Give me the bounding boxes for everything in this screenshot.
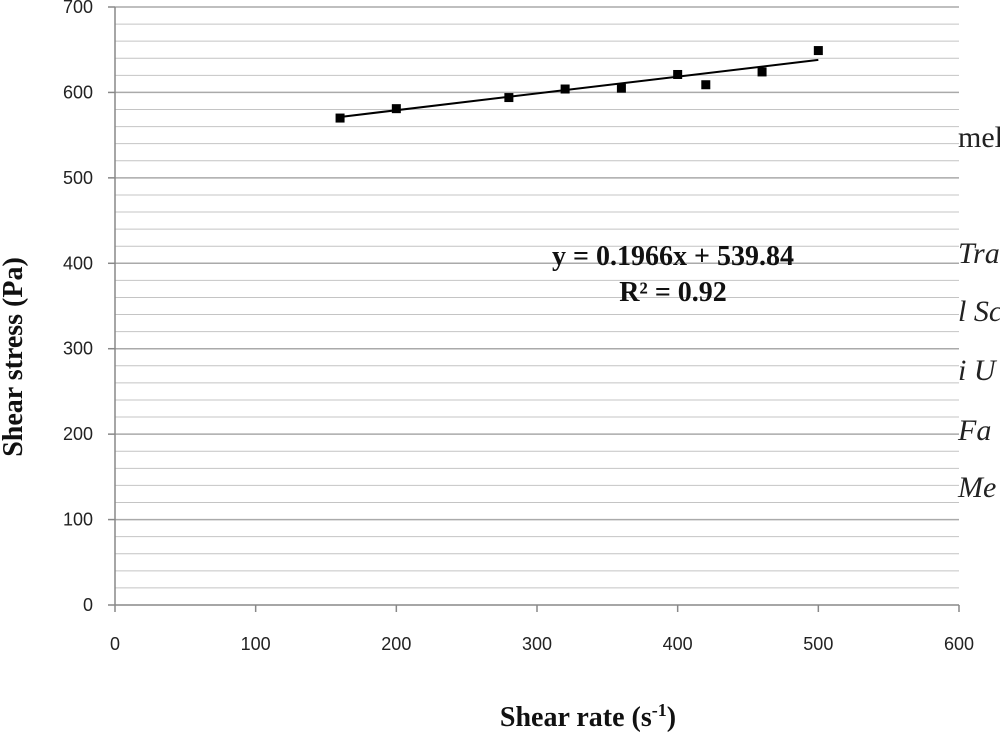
data-points <box>335 46 823 123</box>
background-text: mel Tra l Sc i U Fa Me <box>957 121 1000 504</box>
data-point <box>335 113 345 123</box>
x-tick-label: 0 <box>110 634 120 654</box>
bg-text-4: i U <box>958 354 998 387</box>
gridlines <box>115 6 959 589</box>
x-axis-title: Shear rate (s-1) <box>500 700 676 733</box>
data-point <box>616 83 626 93</box>
r-squared-label: R² = 0.92 <box>619 277 727 308</box>
x-tick-label: 300 <box>522 634 552 654</box>
x-tick-labels: 0 100 200 300 400 500 600 <box>110 634 974 654</box>
bg-text-2: Tra <box>958 237 1000 270</box>
bg-text-5: Fa <box>957 414 991 447</box>
x-tick-label: 400 <box>663 634 693 654</box>
y-tick-label: 600 <box>63 82 93 102</box>
bg-text-6: Me <box>957 471 996 504</box>
y-tick-label: 0 <box>83 595 93 615</box>
data-point <box>391 104 401 114</box>
data-point <box>673 69 683 79</box>
data-point <box>504 93 514 103</box>
equation-label: y = 0.1966x + 539.84 <box>552 241 794 272</box>
y-tick-label: 500 <box>63 168 93 188</box>
trendline <box>339 58 819 118</box>
y-tick-label: 300 <box>63 339 93 359</box>
y-tick-labels: 0 100 200 300 400 500 600 700 <box>63 0 93 615</box>
x-tick-label: 600 <box>944 634 974 654</box>
data-point <box>757 67 767 77</box>
axes <box>108 6 960 612</box>
y-tick-label: 700 <box>63 0 93 17</box>
y-tick-label: 200 <box>63 424 93 444</box>
y-tick-label: 400 <box>63 253 93 273</box>
bg-text-1: mel <box>958 121 1000 154</box>
y-axis-title: Shear stress (Pa) <box>0 257 29 457</box>
y-tick-label: 100 <box>63 510 93 530</box>
x-tick-label: 200 <box>381 634 411 654</box>
data-point <box>813 46 823 56</box>
x-tick-label: 100 <box>241 634 271 654</box>
data-point <box>560 84 570 94</box>
data-point <box>701 80 711 90</box>
x-tick-label: 500 <box>803 634 833 654</box>
bg-text-3: l Sc <box>958 295 1000 328</box>
